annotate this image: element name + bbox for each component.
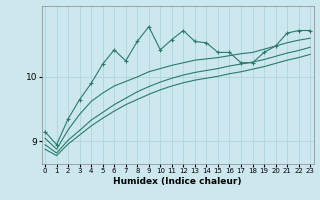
X-axis label: Humidex (Indice chaleur): Humidex (Indice chaleur)	[113, 177, 242, 186]
